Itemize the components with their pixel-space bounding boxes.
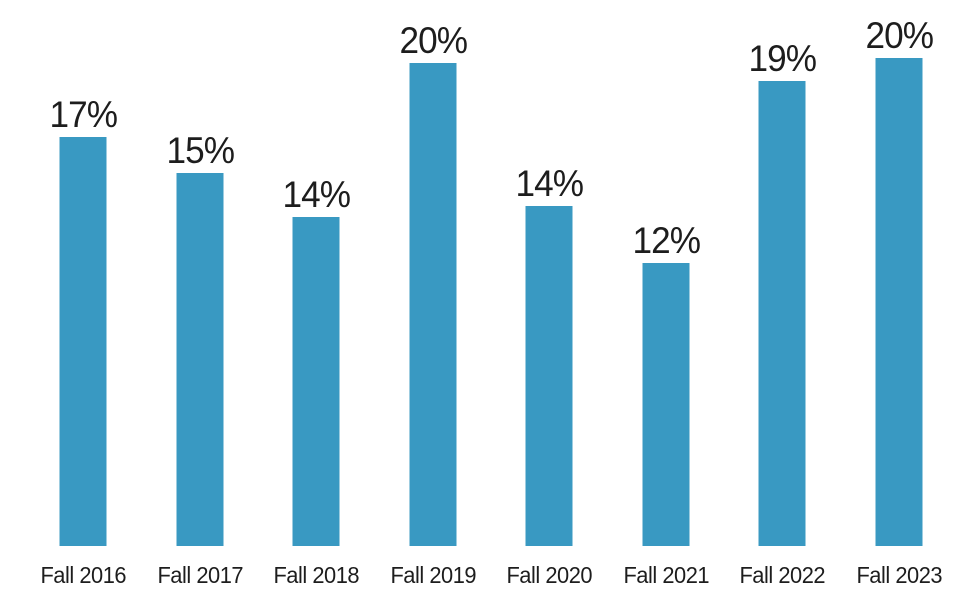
- bar-column: 17% Fall 2016: [25, 0, 142, 613]
- x-axis-label: Fall 2019: [389, 562, 476, 588]
- bar-value-label: 20%: [398, 20, 467, 61]
- bar-column: 20% Fall 2019: [375, 0, 492, 613]
- bar: [176, 173, 224, 546]
- bar-value-label: 14%: [515, 163, 584, 204]
- bar: [59, 137, 107, 546]
- bar-column: 14% Fall 2018: [258, 0, 375, 613]
- x-axis-label: Fall 2020: [506, 562, 593, 588]
- bar-column: 20% Fall 2023: [841, 0, 958, 613]
- bar-value-label: 15%: [165, 130, 234, 171]
- bar: [292, 217, 340, 546]
- bar-value-label: 12%: [631, 220, 700, 261]
- bar-column: 15% Fall 2017: [142, 0, 259, 613]
- bar-value-label: 17%: [49, 94, 118, 135]
- bar-chart: 17% Fall 2016 15% Fall 2017 14% Fall 201…: [25, 0, 957, 613]
- bar-value-label: 14%: [282, 174, 351, 215]
- bar: [409, 63, 457, 546]
- bar-value-label: 20%: [864, 15, 933, 56]
- x-axis-label: Fall 2023: [855, 562, 942, 588]
- bar-value-label: 19%: [748, 38, 817, 79]
- x-axis-label: Fall 2021: [622, 562, 709, 588]
- x-axis-label: Fall 2018: [273, 562, 360, 588]
- x-axis-label: Fall 2022: [739, 562, 826, 588]
- bar-column: 19% Fall 2022: [724, 0, 841, 613]
- bar-column: 14% Fall 2020: [491, 0, 608, 613]
- bar: [642, 263, 690, 546]
- bar: [875, 58, 923, 546]
- bar: [525, 206, 573, 546]
- x-axis-label: Fall 2017: [156, 562, 243, 588]
- x-axis-label: Fall 2016: [40, 562, 127, 588]
- bar: [758, 81, 806, 546]
- bar-column: 12% Fall 2021: [608, 0, 725, 613]
